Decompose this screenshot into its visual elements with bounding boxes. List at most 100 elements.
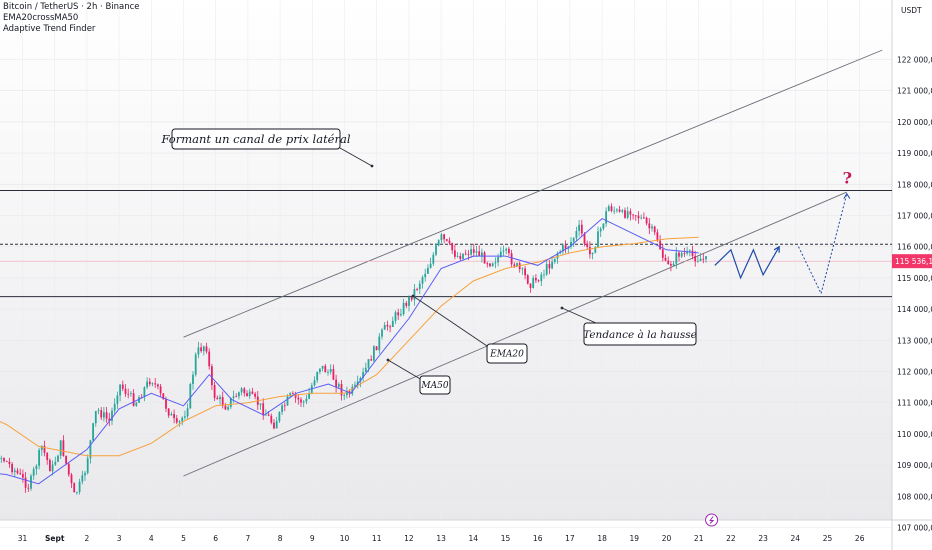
symbol-title[interactable]: Bitcoin / TetherUS · 2h · Binance bbox=[3, 2, 140, 12]
ema20-line[interactable] bbox=[0, 218, 699, 485]
candle bbox=[35, 465, 38, 470]
trend-channel-upper[interactable] bbox=[183, 49, 883, 338]
candle bbox=[624, 210, 626, 218]
annotation-box-ma50[interactable] bbox=[419, 375, 451, 395]
candle bbox=[373, 346, 375, 361]
trend-channel-lower[interactable] bbox=[183, 191, 847, 477]
candle bbox=[626, 211, 629, 218]
candle bbox=[572, 238, 575, 242]
candle bbox=[459, 255, 462, 259]
candle bbox=[640, 217, 643, 219]
candle bbox=[402, 302, 405, 315]
projection-alt-path[interactable] bbox=[798, 193, 848, 295]
candle bbox=[481, 252, 483, 257]
candle bbox=[532, 277, 535, 288]
candle bbox=[607, 206, 610, 212]
annotation-box-lateral-channel[interactable] bbox=[171, 128, 341, 150]
candle bbox=[54, 461, 57, 465]
candle bbox=[337, 384, 340, 387]
y-tick-label: 114 000,00 bbox=[897, 305, 932, 314]
candle bbox=[686, 251, 688, 254]
candle bbox=[221, 397, 224, 406]
candle bbox=[383, 324, 386, 330]
candle bbox=[346, 391, 348, 396]
candle bbox=[594, 247, 597, 253]
candle bbox=[130, 393, 132, 395]
lightning-icon bbox=[709, 516, 715, 524]
candle bbox=[103, 412, 105, 418]
candle bbox=[192, 374, 194, 384]
candle bbox=[67, 463, 70, 475]
annotation-pointer-ema20 bbox=[412, 295, 491, 349]
candle bbox=[321, 365, 324, 369]
candle bbox=[643, 217, 645, 219]
candle bbox=[502, 250, 505, 252]
candle bbox=[489, 263, 491, 267]
candle bbox=[578, 224, 580, 232]
y-tick-label: 108 000,00 bbox=[897, 492, 932, 501]
x-tick-label: 24 bbox=[791, 534, 801, 543]
ma50-line[interactable] bbox=[0, 236, 699, 457]
candle bbox=[621, 210, 624, 212]
candle bbox=[429, 263, 432, 268]
candle bbox=[688, 250, 691, 252]
candle bbox=[170, 413, 173, 416]
candle bbox=[456, 255, 459, 257]
annotation-ma50[interactable]: MA50 bbox=[420, 381, 448, 391]
candle bbox=[370, 359, 373, 361]
candle bbox=[243, 388, 246, 394]
candle bbox=[475, 251, 478, 253]
indicator-trend-finder[interactable]: Adaptive Trend Finder bbox=[3, 24, 96, 34]
indicator-ema-cross[interactable]: EMA20crossMA50 bbox=[3, 13, 79, 23]
x-tick-label: 22 bbox=[726, 534, 736, 543]
annotation-box-uptrend[interactable] bbox=[583, 322, 697, 346]
candle bbox=[418, 283, 421, 290]
candle bbox=[470, 249, 472, 255]
x-tick-label: 14 bbox=[469, 534, 479, 543]
candle bbox=[105, 412, 108, 419]
y-tick-label: 111 000,00 bbox=[897, 399, 932, 408]
candle bbox=[454, 250, 456, 257]
candle bbox=[238, 392, 240, 397]
y-tick-label: 109 000,00 bbox=[897, 461, 932, 470]
candle bbox=[251, 391, 254, 394]
x-tick-label: Sept bbox=[45, 534, 65, 543]
annotation-uptrend[interactable]: Tendance à la hausse bbox=[583, 329, 697, 341]
candle bbox=[437, 240, 440, 246]
y-tick-label: 122 000,00 bbox=[897, 56, 932, 65]
candle bbox=[86, 458, 89, 473]
candle bbox=[283, 405, 286, 407]
candle bbox=[32, 469, 35, 476]
candle bbox=[400, 314, 402, 316]
candle bbox=[524, 268, 526, 276]
candle bbox=[510, 253, 513, 265]
x-tick-label: 12 bbox=[404, 534, 414, 543]
annotation-anchor-ema20 bbox=[411, 294, 415, 298]
candle bbox=[394, 312, 397, 321]
x-tick-label: 31 bbox=[18, 534, 28, 543]
y-tick-label: 107 000,00 bbox=[897, 524, 932, 533]
candle bbox=[51, 464, 54, 472]
x-tick-label: 2 bbox=[85, 534, 90, 543]
candle bbox=[62, 440, 65, 456]
candle bbox=[378, 336, 381, 351]
annotation-lateral-channel[interactable]: Formant un canal de prix latéral bbox=[160, 132, 350, 146]
candle bbox=[200, 347, 202, 352]
candle bbox=[70, 474, 73, 484]
candle bbox=[281, 405, 283, 412]
candle bbox=[645, 217, 648, 224]
candle bbox=[427, 267, 429, 274]
candle bbox=[424, 273, 427, 278]
candle bbox=[413, 289, 416, 300]
candle bbox=[605, 211, 607, 224]
candle bbox=[564, 245, 567, 249]
annotation-ema20[interactable]: EMA20 bbox=[489, 350, 524, 360]
annotation-box-ema20[interactable] bbox=[486, 343, 528, 364]
x-tick-label: 21 bbox=[694, 534, 704, 543]
projection-path[interactable] bbox=[714, 246, 780, 280]
current-price-label: 115 536,15 bbox=[895, 257, 932, 266]
candle bbox=[8, 461, 11, 465]
projection-arrowhead bbox=[773, 245, 780, 253]
candle bbox=[132, 393, 135, 406]
